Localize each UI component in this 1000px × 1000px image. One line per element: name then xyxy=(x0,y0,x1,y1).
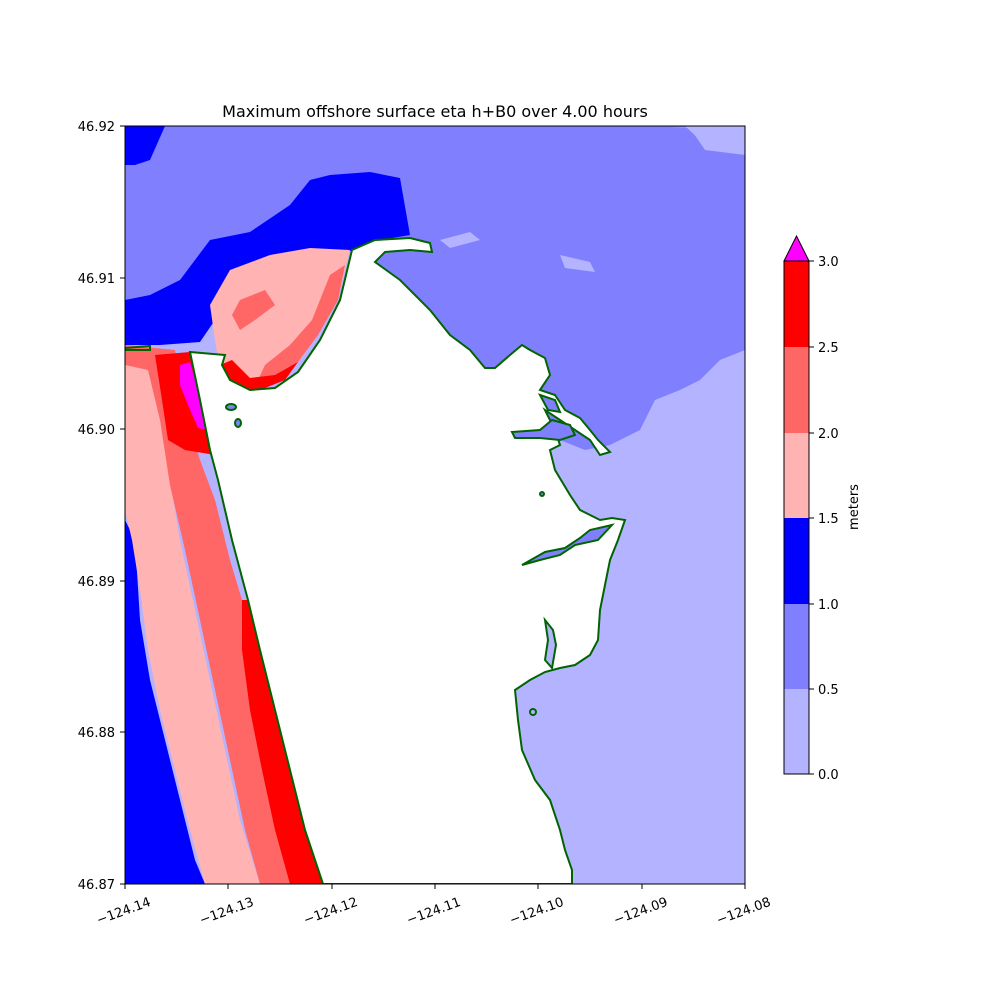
x-tick-label: −124.12 xyxy=(302,895,360,928)
colorbar: 0.0 0.5 1.0 1.5 2.0 2.5 3.0 meters xyxy=(783,234,862,783)
islet xyxy=(539,491,545,497)
colorbar-label: meters xyxy=(847,484,862,530)
level-2-south xyxy=(125,520,205,884)
colorbar-segment xyxy=(784,518,809,604)
level-5-bay xyxy=(220,360,298,390)
y-tick-label: 46.91 xyxy=(78,272,115,287)
colorbar-tick-label: 2.0 xyxy=(818,427,839,442)
x-tick-label: −124.13 xyxy=(198,895,256,928)
level-3-bay xyxy=(210,248,350,385)
colorbar-segment xyxy=(784,347,809,433)
y-tick-label: 46.87 xyxy=(78,878,115,893)
colorbar-segment xyxy=(784,261,809,347)
inlet xyxy=(537,393,562,414)
colorbar-segment xyxy=(784,433,809,518)
y-tick-label: 46.88 xyxy=(78,726,115,741)
x-axis: −124.14 −124.13 −124.12 −124.11 −124.10 … xyxy=(95,884,773,928)
y-tick-label: 46.92 xyxy=(78,120,115,135)
x-tick-label: −124.08 xyxy=(715,895,773,928)
map-title: Maximum offshore surface eta h+B0 over 4… xyxy=(222,102,648,121)
level-over-max xyxy=(180,362,208,430)
inlet xyxy=(510,418,577,442)
level-5-coast xyxy=(155,352,322,884)
islet xyxy=(529,708,537,716)
islet xyxy=(234,418,242,428)
spit-edge xyxy=(125,344,151,351)
level-1-region xyxy=(125,126,745,450)
colorbar-tick-label: 3.0 xyxy=(818,255,839,270)
inlet xyxy=(521,523,615,566)
colorbar-tick-label: 1.0 xyxy=(818,598,839,613)
colorbar-segment xyxy=(784,604,809,689)
land xyxy=(188,236,627,884)
colorbar-tick-label: 2.5 xyxy=(818,341,839,356)
y-axis: 46.87 46.88 46.89 46.90 46.91 46.92 xyxy=(78,120,125,893)
level-2-region xyxy=(125,126,410,345)
y-tick-label: 46.90 xyxy=(78,423,115,438)
colorbar-tick-label: 1.5 xyxy=(818,512,839,527)
level-4-bay xyxy=(232,265,345,380)
x-tick-label: −124.10 xyxy=(508,895,566,928)
colorbar-tick-label: 0.0 xyxy=(818,768,839,783)
level-3-coast xyxy=(125,345,260,884)
inlet xyxy=(543,616,558,671)
colorbar-segment xyxy=(784,689,809,774)
y-tick-label: 46.89 xyxy=(78,575,115,590)
colorbar-extend-arrow xyxy=(783,234,810,262)
x-tick-label: −124.09 xyxy=(612,895,670,928)
islet xyxy=(225,403,237,411)
x-tick-label: −124.14 xyxy=(95,895,153,928)
x-tick-label: −124.11 xyxy=(405,895,463,928)
plot-area xyxy=(125,126,745,884)
level-0-patch xyxy=(440,126,745,272)
colorbar-tick-label: 0.5 xyxy=(818,683,839,698)
